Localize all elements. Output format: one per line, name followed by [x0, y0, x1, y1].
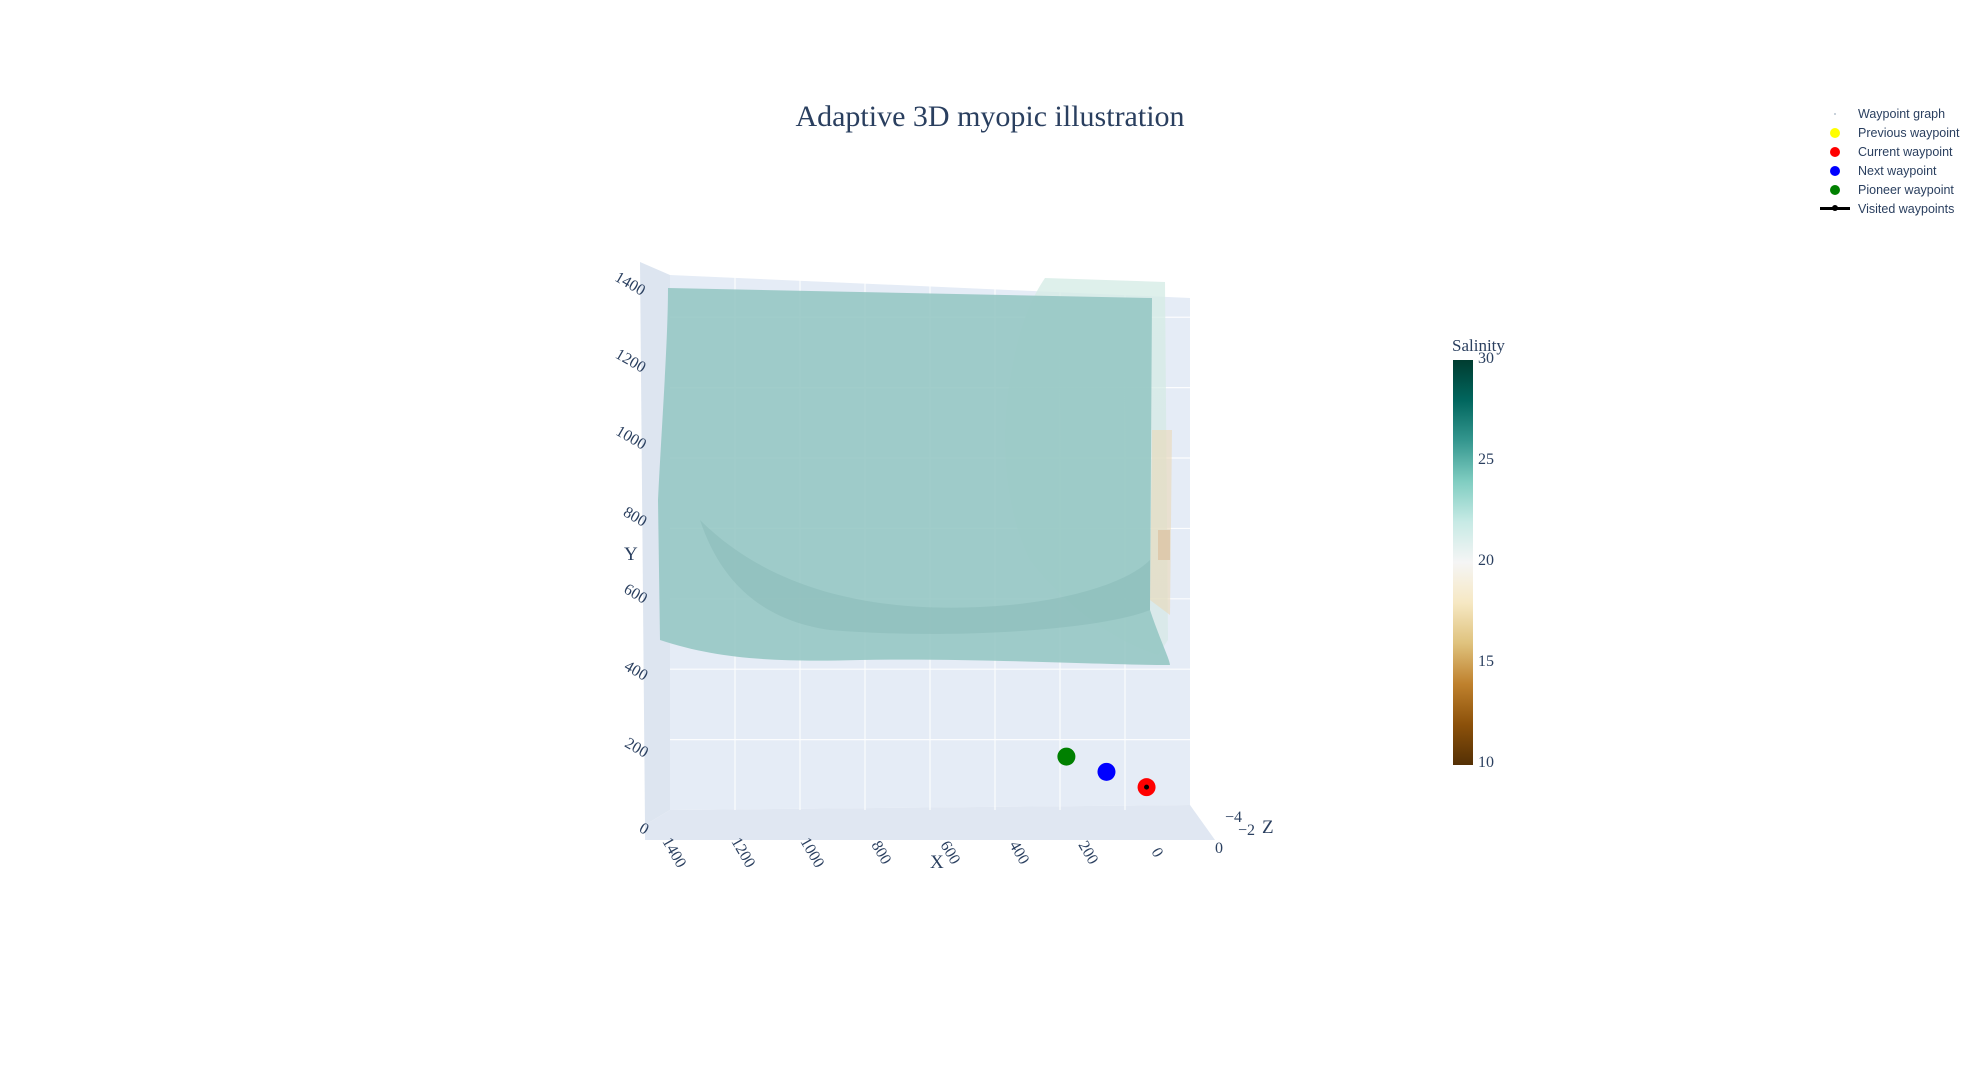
z-tick-label: −2 — [1238, 822, 1255, 839]
scene-floor — [645, 805, 1215, 840]
z-tick-label: −4 — [1225, 809, 1242, 826]
legend-label: Next waypoint — [1858, 163, 1937, 178]
visited-waypoint-marker — [1144, 784, 1150, 790]
x-tick-label: 800 — [868, 838, 895, 867]
colorbar-tick-label: 10 — [1478, 754, 1494, 771]
waypoints — [1057, 747, 1156, 797]
z-axis-title: Z — [1262, 817, 1274, 838]
next-waypoint-marker[interactable] — [1097, 762, 1116, 781]
colorbar-tick-label: 30 — [1478, 350, 1494, 367]
x-tick-label: 200 — [1075, 838, 1102, 867]
legend-swatch — [1820, 161, 1850, 180]
legend-swatch — [1820, 123, 1850, 142]
legend: Waypoint graph Previous waypoint Current w… — [1820, 104, 1959, 218]
legend-item[interactable]: Waypoint graph — [1820, 104, 1959, 123]
legend-label: Visited waypoints — [1858, 201, 1955, 216]
salinity-patch-tan — [1150, 430, 1172, 615]
legend-swatch — [1820, 180, 1850, 199]
legend-label: Pioneer waypoint — [1858, 182, 1954, 197]
pioneer-waypoint-marker[interactable] — [1057, 747, 1076, 766]
colorbar-tick-label: 15 — [1478, 653, 1494, 670]
legend-marker — [1834, 112, 1836, 115]
legend-marker — [1830, 127, 1840, 138]
legend-label: Waypoint graph — [1858, 106, 1946, 121]
legend-item[interactable]: Next waypoint — [1820, 161, 1959, 180]
legend-marker — [1820, 205, 1850, 211]
y-axis-title: Y — [624, 544, 638, 565]
chart-title: Adaptive 3D myopic illustration — [795, 100, 1185, 133]
colorbar-tick-label: 20 — [1478, 552, 1494, 569]
axis-titles: X Y Z — [624, 544, 1274, 873]
x-tick-label: 0 — [1148, 845, 1167, 860]
legend-label: Current waypoint — [1858, 144, 1953, 159]
legend-item[interactable]: Previous waypoint — [1820, 123, 1959, 142]
colorbar-tick-label: 25 — [1478, 451, 1494, 468]
salinity-surface-shade — [700, 520, 1150, 634]
salinity-surface-main — [658, 288, 1170, 665]
colorbar-title: Salinity — [1452, 336, 1505, 355]
z-tick-label: 0 — [1215, 840, 1223, 857]
legend-swatch — [1820, 199, 1850, 218]
legend-marker — [1830, 184, 1840, 195]
legend-marker — [1830, 146, 1840, 157]
legend-item[interactable]: Pioneer waypoint — [1820, 180, 1959, 199]
legend-marker — [1830, 165, 1840, 176]
scene-left-wall — [640, 262, 670, 825]
legend-item[interactable]: Visited waypoints — [1820, 199, 1959, 218]
legend-swatch — [1820, 142, 1850, 161]
x-tick-label: 1400 — [659, 835, 690, 871]
x-tick-label: 1200 — [728, 835, 759, 871]
x-axis-title: X — [930, 852, 944, 873]
colorbar-gradient — [1453, 360, 1473, 765]
legend-item[interactable]: Current waypoint — [1820, 142, 1959, 161]
x-tick-label: 1000 — [797, 835, 828, 871]
x-tick-label: 400 — [1006, 838, 1033, 867]
legend-label: Previous waypoint — [1858, 125, 1960, 140]
legend-swatch — [1820, 104, 1850, 123]
